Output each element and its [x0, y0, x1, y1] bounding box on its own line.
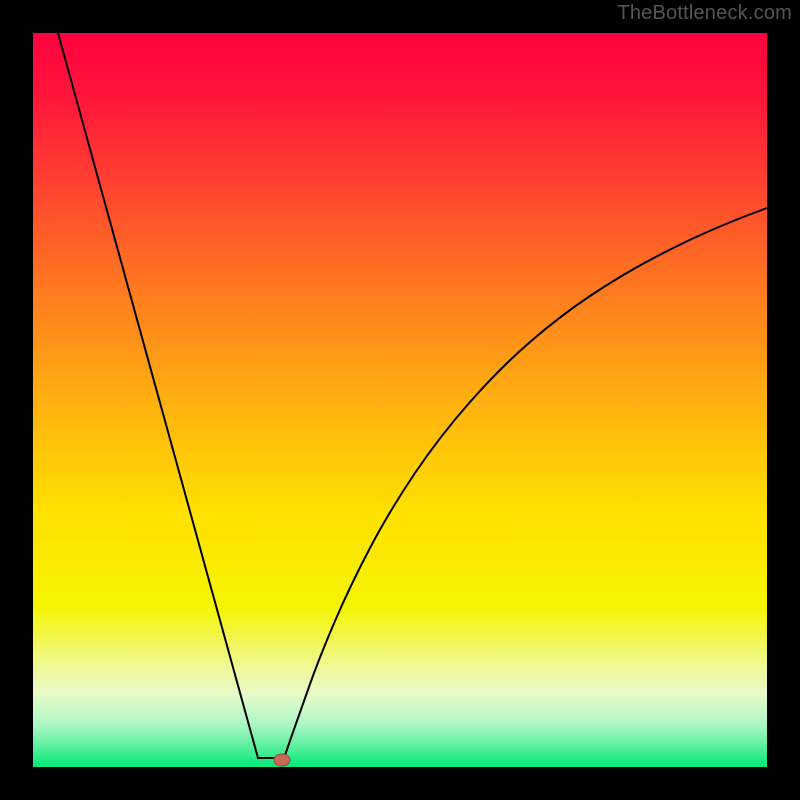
- chart-svg: [0, 0, 800, 800]
- plot-background: [33, 33, 767, 767]
- watermark-text: TheBottleneck.com: [617, 2, 792, 25]
- bottleneck-chart: TheBottleneck.com: [0, 0, 800, 800]
- optimal-point-marker: [274, 754, 290, 766]
